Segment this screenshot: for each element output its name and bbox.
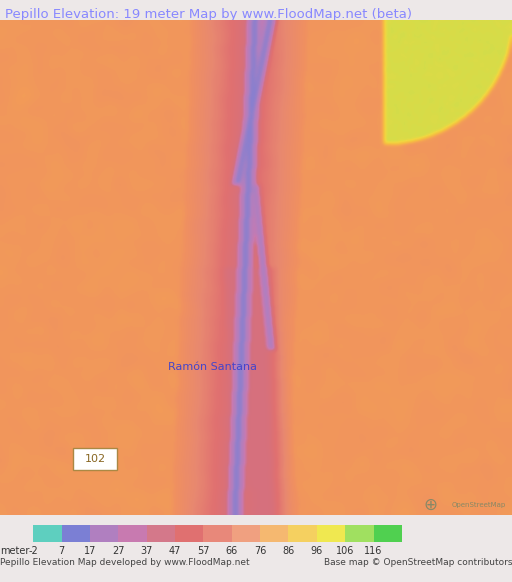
Text: 27: 27 xyxy=(112,546,124,556)
Bar xyxy=(317,525,345,542)
Bar xyxy=(374,525,402,542)
Bar xyxy=(288,525,317,542)
Text: 17: 17 xyxy=(84,546,96,556)
Text: meter: meter xyxy=(0,546,29,556)
Text: Pepillo Elevation: 19 meter Map by www.FloodMap.net (beta): Pepillo Elevation: 19 meter Map by www.F… xyxy=(5,8,412,21)
Text: 116: 116 xyxy=(365,546,383,556)
Text: 106: 106 xyxy=(336,546,354,556)
Text: 57: 57 xyxy=(197,546,210,556)
FancyBboxPatch shape xyxy=(73,448,117,470)
Bar xyxy=(175,525,203,542)
Bar xyxy=(203,525,232,542)
Bar xyxy=(345,525,374,542)
Bar xyxy=(118,525,147,542)
Bar xyxy=(33,525,61,542)
Text: -2: -2 xyxy=(28,546,38,556)
Text: 86: 86 xyxy=(282,546,294,556)
Text: 7: 7 xyxy=(58,546,65,556)
Text: OpenStreetMap: OpenStreetMap xyxy=(452,502,506,508)
Text: 76: 76 xyxy=(254,546,266,556)
Text: Base map © OpenStreetMap contributors: Base map © OpenStreetMap contributors xyxy=(324,558,512,567)
Text: Ramón Santana: Ramón Santana xyxy=(168,362,257,372)
Text: 96: 96 xyxy=(311,546,323,556)
Text: 102: 102 xyxy=(84,454,105,464)
Text: ⊕: ⊕ xyxy=(423,496,437,514)
Text: 66: 66 xyxy=(226,546,238,556)
Bar xyxy=(61,525,90,542)
Text: 37: 37 xyxy=(140,546,153,556)
Text: Pepillo Elevation Map developed by www.FloodMap.net: Pepillo Elevation Map developed by www.F… xyxy=(0,558,250,567)
Bar xyxy=(232,525,260,542)
Text: 47: 47 xyxy=(169,546,181,556)
Bar xyxy=(260,525,288,542)
Bar xyxy=(90,525,118,542)
Bar xyxy=(147,525,175,542)
